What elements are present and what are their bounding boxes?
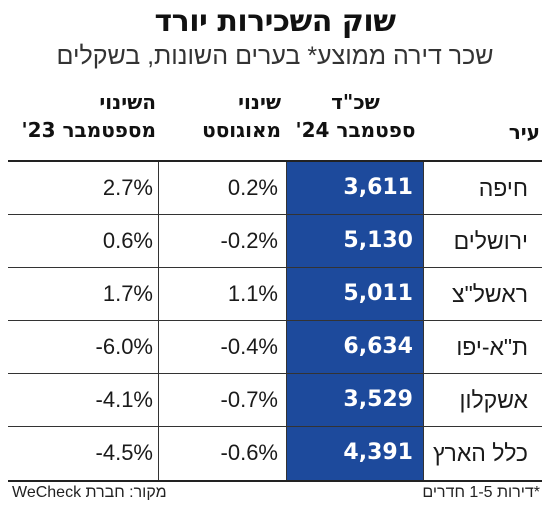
rent-cell: 4,391 — [343, 440, 413, 465]
header-city-label: עיר — [508, 120, 540, 144]
rent-table: חיפה 3,611 0.2% 2.7% ירושלים 5,130 -0.2%… — [8, 160, 542, 482]
table-header: עיר שכ"ד ספטמבר 24' שינוי מאוגוסט השינוי… — [0, 88, 550, 158]
yoy-change-cell: 2.7% — [102, 175, 153, 200]
header-rent-line1: שכ"ד — [331, 90, 380, 114]
rent-cell: 3,611 — [343, 175, 413, 200]
table-row: ירושלים 5,130 -0.2% 0.6% — [8, 215, 542, 268]
city-cell: כלל הארץ — [432, 440, 528, 466]
header-yoy-line2: מספטמבר 23' — [21, 118, 156, 142]
aug-change-cell: -0.6% — [220, 440, 278, 465]
source-credit: מקור: חברת WeCheck — [12, 484, 167, 501]
city-cell: אשקלון — [459, 387, 528, 413]
header-yoy-change: השינוי מספטמבר 23' — [10, 88, 160, 158]
aug-change-cell: 1.1% — [227, 281, 278, 306]
column-divider — [423, 162, 424, 480]
city-cell: ירושלים — [453, 228, 528, 254]
aug-change-cell: 0.2% — [227, 175, 278, 200]
yoy-change-cell: 1.7% — [102, 281, 153, 306]
rent-cell: 5,011 — [343, 281, 413, 306]
aug-change-cell: -0.2% — [220, 228, 278, 253]
aug-change-cell: -0.4% — [220, 334, 278, 359]
yoy-change-cell: 0.6% — [102, 228, 153, 253]
header-city: עיר — [430, 88, 540, 158]
yoy-change-cell: -4.5% — [95, 440, 153, 465]
column-divider — [158, 162, 159, 480]
footnote: *דירות 1-5 חדרים — [422, 484, 540, 501]
table-row: ת"א-יפו 6,634 -0.4% -6.0% — [8, 321, 542, 374]
header-rent-line2: ספטמבר 24' — [295, 118, 416, 142]
header-rent: שכ"ד ספטמבר 24' — [288, 88, 423, 158]
rent-cell: 3,529 — [343, 387, 413, 412]
table-row: אשקלון 3,529 -0.7% -4.1% — [8, 374, 542, 427]
page-subtitle: שכר דירה ממוצע* בערים השונות, בשקלים — [56, 42, 494, 70]
header-aug-change: שינוי מאוגוסט — [165, 88, 285, 158]
rent-cell: 5,130 — [343, 228, 413, 253]
city-cell: חיפה — [478, 175, 528, 201]
city-cell: ת"א-יפו — [456, 334, 528, 360]
yoy-change-cell: -6.0% — [95, 334, 153, 359]
rent-cell: 6,634 — [343, 334, 413, 359]
rent-column-highlight — [286, 162, 423, 480]
city-cell: ראשל"צ — [452, 281, 528, 307]
yoy-change-cell: -4.1% — [95, 387, 153, 412]
table-row: ראשל"צ 5,011 1.1% 1.7% — [8, 268, 542, 321]
page-title: שוק השכירות יורד — [154, 4, 396, 39]
header-aug-line1: שינוי — [238, 90, 281, 114]
column-divider — [286, 162, 287, 480]
header-yoy-line1: השינוי — [99, 90, 156, 114]
header-aug-line2: מאוגוסט — [202, 118, 281, 142]
table-row: חיפה 3,611 0.2% 2.7% — [8, 162, 542, 215]
aug-change-cell: -0.7% — [220, 387, 278, 412]
table-row: כלל הארץ 4,391 -0.6% -4.5% — [8, 427, 542, 480]
